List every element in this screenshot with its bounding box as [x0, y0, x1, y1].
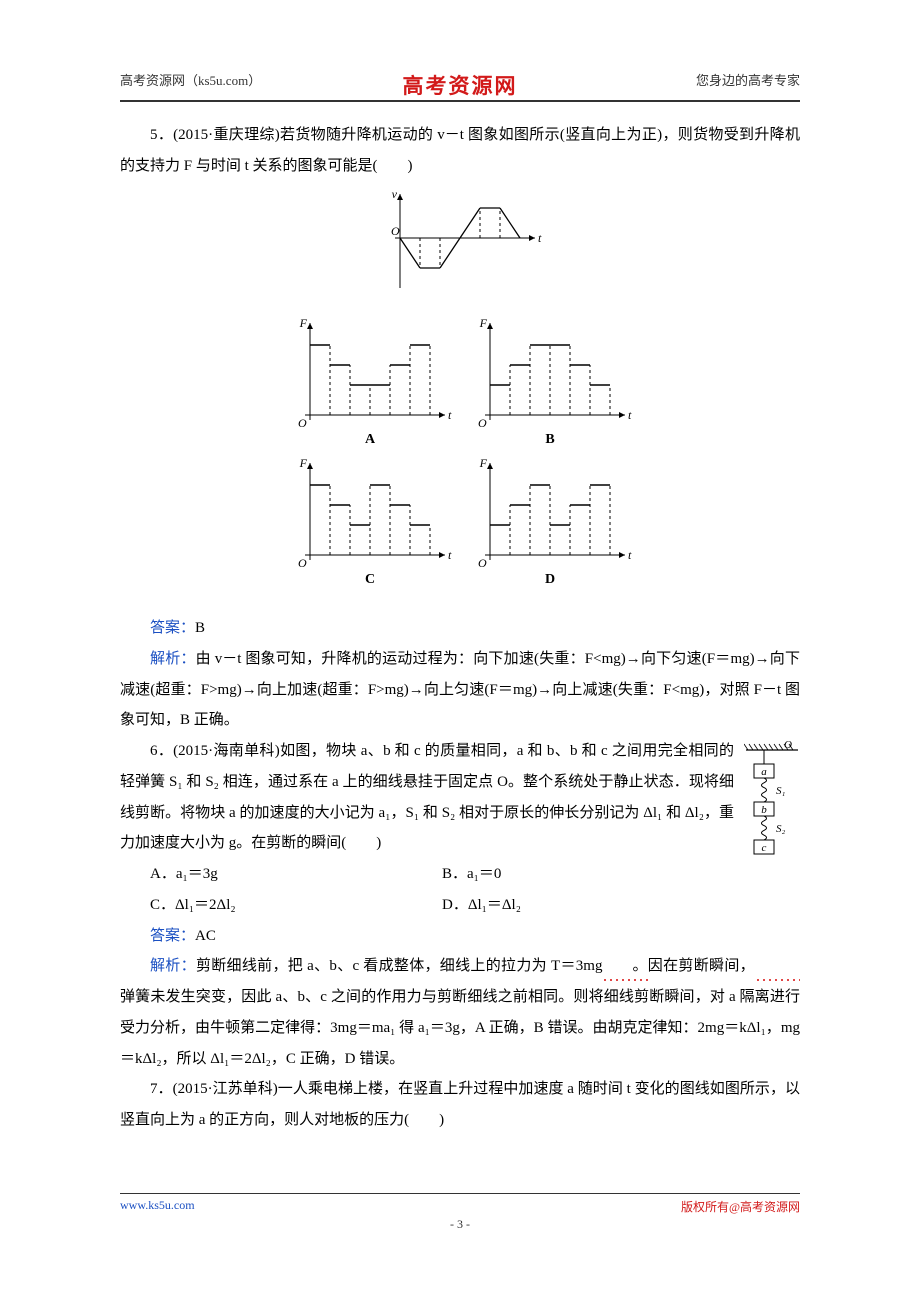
answer-label: 答案：: [150, 620, 195, 636]
q6-option-d: D．Δl₁＝Δl₂: [442, 890, 734, 921]
ft-chart-c: t F O C: [280, 455, 460, 595]
svg-text:S₂: S₂: [776, 823, 786, 835]
svg-text:O: O: [298, 556, 307, 570]
q6-option-b: B．a₁＝0: [442, 859, 734, 890]
q6-figure: Oa S₁ b S₂ c: [744, 740, 800, 902]
q5-answer-value: B: [195, 620, 205, 636]
q5-ft-figures: t F O A t F O B t F O C t F O D: [120, 315, 800, 607]
q6-option-c: C．Δl₁＝2Δl₂: [150, 890, 442, 921]
q6-explanation: 解析：剪断细线前，把 a、b、c 看成整体，细线上的拉力为 T＝3mg。因在剪断…: [120, 951, 800, 1074]
footer: www.ks5u.com 版权所有@高考资源网 - 3 -: [120, 1193, 800, 1232]
q5-answer: 答案：B: [120, 613, 800, 644]
header-divider: [120, 100, 800, 102]
svg-text:O: O: [478, 416, 487, 430]
q6-block: Oa S₁ b S₂ c 6．(2015·海南单科)如图，物块 a、b 和 c 的质量相…: [120, 736, 800, 921]
svg-text:S₁: S₁: [776, 785, 786, 797]
q6-answer: 答案：AC: [120, 921, 800, 952]
header-right: 您身边的高考专家: [696, 70, 800, 89]
header-left: 高考资源网（ks5u.com）: [120, 70, 261, 89]
svg-text:a: a: [761, 766, 767, 778]
explain-label: 解析：: [150, 651, 196, 667]
q6-exp-1: 剪断细线前，把 a、b、c 看成整体，细线上的拉力为 T＝3mg: [196, 958, 603, 974]
svg-text:t: t: [448, 548, 452, 562]
svg-text:B: B: [545, 432, 554, 447]
svg-text:v: v: [392, 188, 398, 201]
svg-text:F: F: [479, 456, 488, 470]
dotted-punct-2: [755, 951, 800, 982]
explain-label: 解析：: [150, 958, 196, 974]
q6-stem: 6．(2015·海南单科)如图，物块 a、b 和 c 的质量相同，a 和 b、b…: [120, 736, 800, 859]
q6-exp-2: 因在剪断瞬间，: [648, 958, 755, 974]
svg-text:F: F: [299, 456, 308, 470]
ft-chart-a: t F O A: [280, 315, 460, 455]
svg-text:O: O: [784, 740, 792, 751]
q5-text-after: ): [408, 158, 413, 174]
svg-text:b: b: [761, 804, 767, 816]
svg-text:t: t: [538, 231, 542, 245]
svg-text:O: O: [298, 416, 307, 430]
q5-text-before: 5．(2015·重庆理综)若货物随升降机运动的 v－t 图象如图所示(竖直向上为…: [120, 127, 800, 174]
q6-option-a: A．a₁＝3g: [150, 859, 442, 890]
svg-text:t: t: [628, 408, 632, 422]
header-center-title: 高考资源网: [403, 70, 518, 100]
svg-text:c: c: [762, 842, 767, 854]
q5-explanation: 解析：由 v－t 图象可知，升降机的运动过程为：向下加速(失重：F<mg)→向下…: [120, 644, 800, 736]
ft-chart-b: t F O B: [460, 315, 640, 455]
q7-stem: 7．(2015·江苏单科)一人乘电梯上楼，在竖直上升过程中加速度 a 随时间 t…: [120, 1074, 800, 1136]
footer-page-number: - 3 -: [120, 1217, 800, 1232]
svg-text:A: A: [365, 432, 376, 447]
q5-vt-figure: t v O: [120, 188, 800, 310]
q5-explain-text: 由 v－t 图象可知，升降机的运动过程为：向下加速(失重：F<mg)→向下匀速(…: [120, 651, 800, 729]
q5-stem: 5．(2015·重庆理综)若货物随升降机运动的 v－t 图象如图所示(竖直向上为…: [120, 120, 800, 182]
vt-chart: t v O: [370, 188, 550, 298]
ft-chart-d: t F O D: [460, 455, 640, 595]
dotted-punct-1: 。: [602, 951, 647, 982]
footer-copyright: 版权所有@高考资源网: [681, 1198, 800, 1215]
svg-text:O: O: [391, 224, 400, 238]
svg-text:F: F: [299, 316, 308, 330]
q6-diagram: Oa S₁ b S₂ c: [744, 740, 800, 890]
svg-text:D: D: [545, 572, 555, 587]
footer-divider: [120, 1193, 800, 1194]
svg-text:C: C: [365, 572, 375, 587]
q6-exp-3: 弹簧未发生突变，因此 a、b、c 之间的作用力与剪断细线之前相同。则将细线剪断瞬…: [120, 989, 800, 1067]
svg-text:t: t: [448, 408, 452, 422]
svg-text:O: O: [478, 556, 487, 570]
answer-label: 答案：: [150, 928, 195, 944]
svg-text:t: t: [628, 548, 632, 562]
q6-answer-value: AC: [195, 928, 216, 944]
svg-text:F: F: [479, 316, 488, 330]
footer-url: www.ks5u.com: [120, 1198, 195, 1215]
